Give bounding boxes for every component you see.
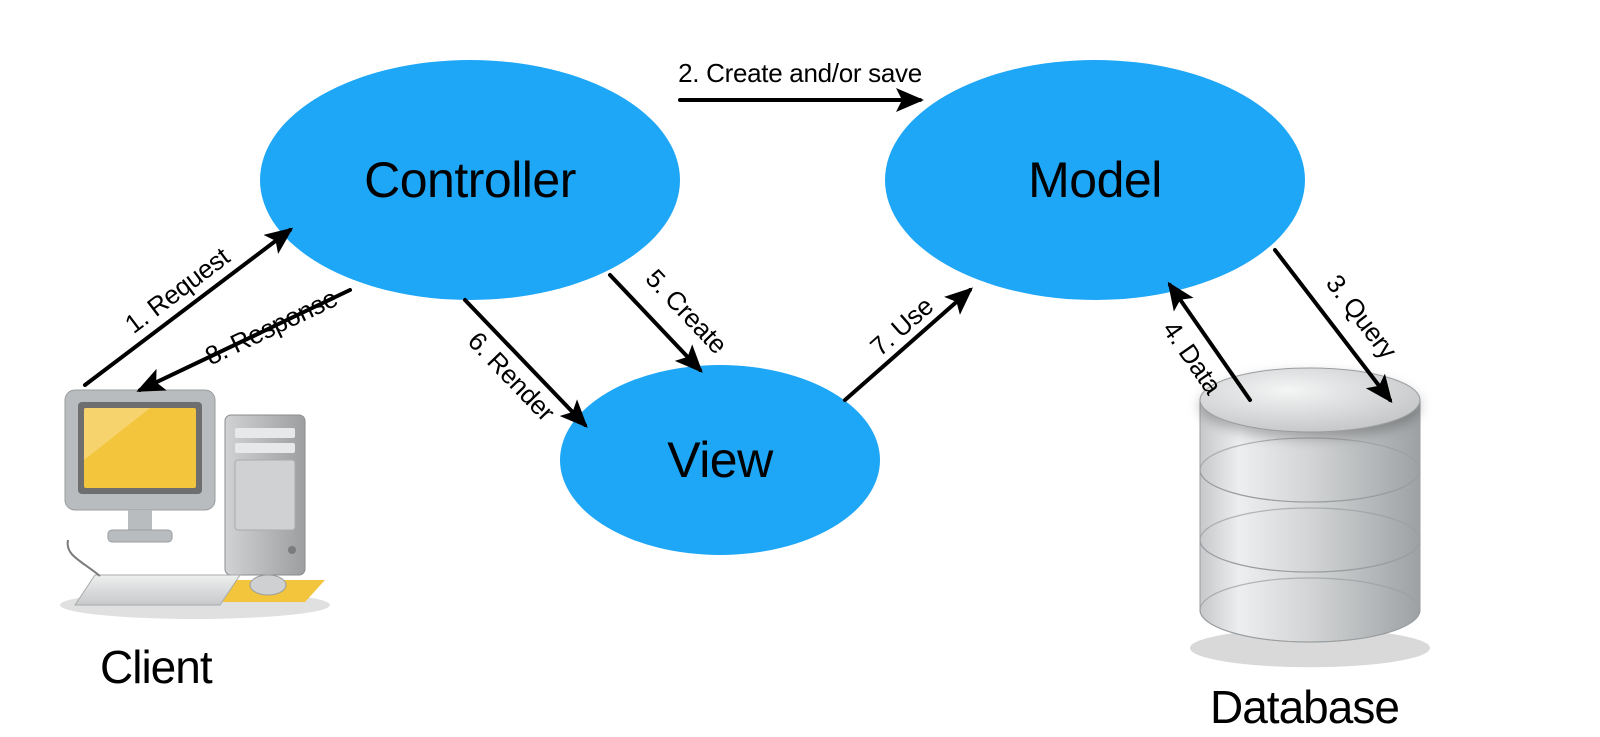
controller-node: Controller	[260, 60, 680, 300]
database-icon	[1190, 368, 1430, 667]
edge-label-create: 5. Create	[640, 263, 733, 359]
edge-query	[1275, 250, 1390, 400]
edge-create	[610, 275, 700, 370]
database-caption: Database	[1210, 680, 1399, 734]
client-caption: Client	[100, 640, 212, 694]
mvc-diagram: { "diagram": { "type": "flowchart", "bac…	[0, 0, 1600, 737]
edge-use	[845, 290, 970, 400]
edge-request	[85, 230, 290, 385]
edge-label-create_save: 2. Create and/or save	[678, 58, 922, 88]
edge-label-request: 1. Request	[119, 241, 236, 340]
view-label: View	[667, 431, 772, 489]
model-label: Model	[1028, 151, 1162, 209]
edge-label-query: 3. Query	[1320, 269, 1403, 365]
diagram-overlay: 1. Request 2. Create and/or save 3. Query 4…	[0, 0, 1600, 737]
edge-render	[465, 300, 585, 425]
view-node: View	[560, 365, 880, 555]
edge-label-data: 4. Data	[1157, 315, 1229, 400]
controller-label: Controller	[364, 151, 576, 209]
edge-label-render: 6. Render	[462, 326, 561, 428]
model-node: Model	[885, 60, 1305, 300]
edge-data	[1170, 285, 1250, 400]
edge-response	[140, 290, 350, 390]
client-icon	[60, 390, 330, 619]
edge-label-use: 7. Use	[864, 291, 939, 362]
edge-label-response: 8. Response	[200, 283, 342, 371]
